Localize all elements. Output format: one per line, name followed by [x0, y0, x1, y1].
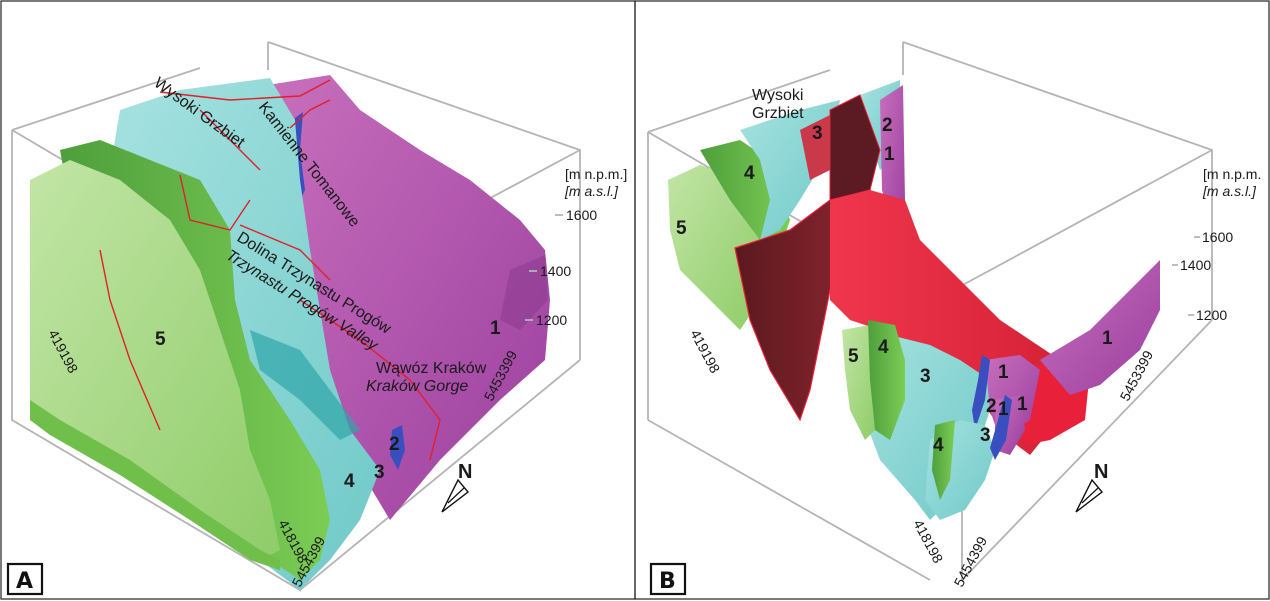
panel-a-unit1-shade	[500, 255, 548, 330]
panel-b-fault-wedge-light	[800, 115, 830, 180]
panel-b-easting-far: 418198	[910, 517, 946, 566]
panel-b-tick-1600: 1600	[1202, 229, 1233, 245]
panel-b-unit5-lower	[842, 325, 875, 440]
panel-b-unit-number: 4	[744, 163, 755, 184]
panel-a-unit2-lower	[390, 425, 405, 470]
panel-b-north-label: N	[1094, 461, 1108, 483]
panel-a-north-label: N	[458, 461, 472, 483]
panel-b-north-arrow: N	[1075, 461, 1108, 513]
panel-b-unit-number: 3	[980, 425, 991, 446]
panel-b-label-grzbiet: Grzbiet	[752, 105, 804, 122]
panel-a-unit-number-3: 3	[374, 462, 385, 483]
panel-a-unit-label-pl: [m n.p.m.]	[565, 166, 627, 182]
panel-b-unit-number: 5	[848, 346, 859, 367]
panel-b-unit-number: 1	[998, 362, 1009, 383]
panel-a-tick-1200: 1200	[536, 312, 567, 328]
panel-b-tick-1400: 1400	[1180, 257, 1211, 273]
panel-a-tick-1600: 1600	[566, 207, 597, 223]
panel-a-unit-number-4: 4	[344, 471, 355, 492]
panel-a-letter: A	[16, 569, 33, 594]
panel-b-label-wysoki: Wysoki	[752, 87, 803, 104]
panel-a-letter-box	[6, 562, 44, 596]
panel-a-tick-1400: 1400	[540, 263, 571, 279]
panel-b-unit-number: 2	[986, 396, 997, 417]
panel-a-unit3-dark-band	[250, 330, 360, 440]
panel-b-unit-number: 3	[920, 366, 931, 387]
panel-b-unit-number: 4	[878, 337, 889, 358]
panel-b-unit-label-en: [m a.s.l.]	[1202, 183, 1257, 199]
panel-b-unit-number: 1	[1102, 328, 1113, 349]
panel-b-unit-number: 1	[998, 399, 1009, 420]
panel-a-north-arrow: N	[441, 461, 472, 513]
panel-b-unit2-bottom	[990, 395, 1012, 460]
panel-b: Wysoki Grzbiet [m n.p.m. [m a.s.l.] 1600…	[647, 41, 1261, 596]
panel-b-northing-far: 5454399	[951, 534, 991, 590]
panel-a-label-wawoz-pl: Wąwóz Kraków	[376, 360, 487, 377]
panel-b-tick-1200: 1200	[1196, 307, 1227, 323]
panel-a-unit-number-5: 5	[155, 329, 166, 350]
panel-b-fault-wedge-upper	[829, 94, 881, 201]
panel-a-unit-number-1: 1	[490, 318, 501, 339]
panel-b-unit-number: 1	[884, 144, 895, 165]
panel-a-unit5-surface	[30, 160, 280, 560]
panel-b-frame	[634, 0, 1270, 600]
panel-a-faults	[99, 79, 441, 461]
panel-a-unit4-bottom-band	[30, 400, 280, 570]
panel-a-label-wawoz-en: Kraków Gorge	[366, 378, 468, 395]
panel-a: Wysoki Grzbiet Kamienne Tomanowe Dolina …	[6, 41, 627, 596]
panel-b-unit-number: 2	[882, 115, 893, 136]
panel-b-unit-label-pl: [m n.p.m.	[1203, 166, 1261, 182]
panel-b-letter-box	[649, 562, 687, 596]
panel-b-unit4-bottom	[932, 420, 955, 500]
panel-b-unit2-lower	[972, 355, 990, 430]
panel-a-unit-number-2: 2	[389, 434, 400, 455]
panel-b-unit-number: 5	[676, 218, 687, 239]
panel-b-easting-near: 419198	[687, 327, 723, 376]
panel-b-unit-number: 3	[812, 123, 823, 144]
panel-a-unit-label-en: [m a.s.l.]	[564, 183, 619, 199]
panel-b-unit-number: 1	[1017, 394, 1028, 415]
panel-b-unit1-right	[1040, 260, 1160, 395]
panel-b-letter: B	[659, 569, 676, 594]
panel-b-unit-number: 4	[933, 435, 944, 456]
panel-b-unit4-lower	[868, 320, 905, 440]
